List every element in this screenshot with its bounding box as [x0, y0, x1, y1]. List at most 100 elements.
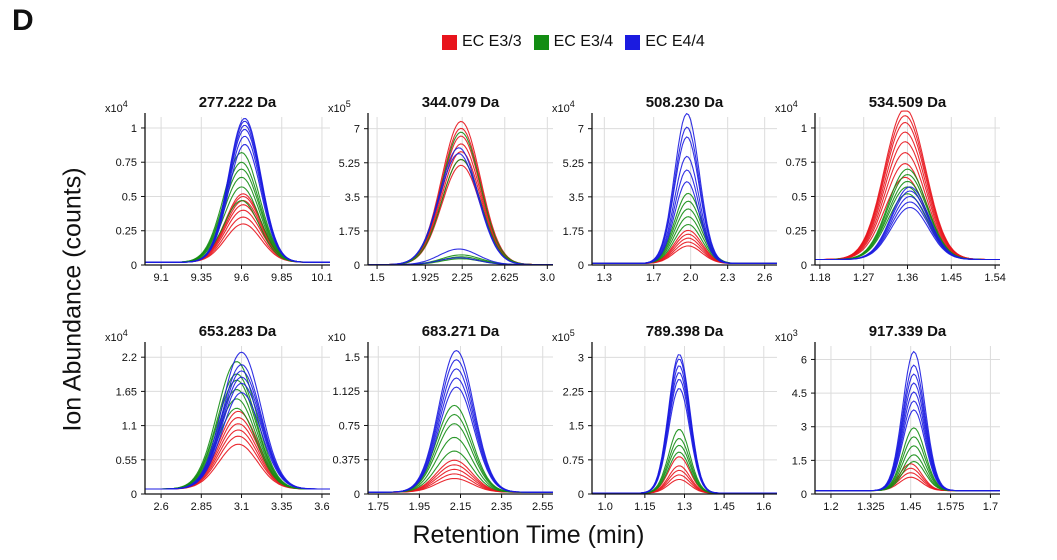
y-tick-label: 5.25: [563, 158, 584, 170]
chart-title: 508.230 Da: [646, 94, 724, 111]
chromatogram-trace: [815, 445, 1000, 492]
x-tick-label: 2.55: [532, 501, 553, 513]
x-tick-label: 1.0: [598, 501, 613, 513]
legend-label-e44: EC E4/4: [645, 33, 705, 50]
chromatogram-trace: [815, 364, 1000, 492]
y-tick-label: 3.5: [569, 192, 584, 204]
y-tick-label: 1: [131, 123, 137, 135]
x-tick-label: 3.1: [234, 501, 249, 513]
chromatogram-trace: [592, 216, 777, 264]
chromatogram-trace: [815, 409, 1000, 492]
y-tick-label: 0: [131, 489, 137, 501]
chart-title: 653.283 Da: [199, 323, 277, 340]
y-tick-label: 2.2: [122, 352, 137, 364]
x-tick-label: 1.7: [646, 272, 661, 284]
chromatogram-trace: [592, 208, 777, 264]
x-tick-label: 3.0: [540, 272, 555, 284]
y-multiplier-label: x10: [328, 332, 346, 344]
y-tick-label: 0: [354, 260, 360, 272]
chromatogram-trace: [145, 410, 330, 490]
y-tick-label: 0: [131, 260, 137, 272]
chromatogram-trace: [815, 472, 1000, 492]
chromatogram-trace: [145, 364, 330, 490]
y-tick-label: 1.5: [345, 352, 360, 364]
legend-label-e33: EC E3/3: [462, 33, 522, 50]
y-tick-label: 0.55: [116, 455, 137, 467]
chromatogram-trace: [145, 118, 330, 263]
chromatogram-trace: [368, 147, 553, 266]
chromatogram-trace: [145, 168, 330, 263]
y-tick-label: 3.5: [345, 192, 360, 204]
y-tick-label: 0: [801, 489, 807, 501]
x-tick-label: 1.7: [983, 501, 998, 513]
x-tick-label: 2.15: [450, 501, 471, 513]
y-tick-label: 1.65: [116, 386, 137, 398]
chart-panel-2: 1.5 1.925 2.25 2.625 3.0 0 1.75 3.5 5.25 7 344.079…: [328, 94, 555, 284]
x-tick-label: 2.0: [683, 272, 698, 284]
y-tick-label: 1.1: [122, 421, 137, 433]
y-tick-label: 0: [801, 260, 807, 272]
chromatogram-trace: [592, 237, 777, 264]
x-tick-label: 9.6: [234, 272, 249, 284]
y-tick-label: 6: [801, 354, 807, 366]
chromatogram-trace: [145, 351, 330, 490]
x-tick-label: 2.3: [720, 272, 735, 284]
y-multiplier-label: x104: [775, 99, 798, 115]
chromatogram-trace: [145, 376, 330, 490]
x-tick-label: 1.27: [853, 272, 874, 284]
x-tick-label: 1.18: [809, 272, 830, 284]
chart-panel-6: 1.75 1.95 2.15 2.35 2.55 0 0.375 0.75 1.125 1.5 68…: [328, 323, 553, 513]
x-tick-label: 3.6: [314, 501, 329, 513]
chromatogram-trace: [368, 151, 553, 266]
legend-item-e33: EC E3/3: [442, 33, 522, 51]
chart-panel-3: 1.3 1.7 2.0 2.3 2.6 0 1.75 3.5 5.25 7 508.230 Da x1…: [552, 94, 777, 284]
chromatogram-trace: [815, 186, 1000, 261]
legend-item-e44: EC E4/4: [625, 33, 705, 51]
x-tick-label: 3.35: [271, 501, 292, 513]
y-tick-label: 4.5: [792, 388, 807, 400]
x-tick-label: 1.75: [368, 501, 389, 513]
legend-label-e34: EC E3/4: [553, 33, 614, 50]
chromatogram-trace: [145, 392, 330, 490]
chromatogram-trace: [145, 223, 330, 263]
panel-letter: D: [12, 4, 34, 37]
x-tick-label: 2.6: [757, 272, 772, 284]
x-tick-label: 1.45: [713, 501, 734, 513]
y-tick-label: 0: [578, 489, 584, 501]
y-tick-label: 1: [801, 123, 807, 135]
chart-title: 344.079 Da: [422, 94, 500, 111]
chart-panel-1: 9.1 9.35 9.6 9.85 10.1 0 0.25 0.5 0.75 1 277.222 D…: [105, 94, 333, 284]
x-tick-label: 1.45: [941, 272, 962, 284]
chromatogram-trace: [145, 124, 330, 263]
chromatogram-trace: [368, 120, 553, 266]
x-tick-label: 9.85: [271, 272, 292, 284]
chromatogram-trace: [815, 391, 1000, 492]
x-tick-label: 1.325: [857, 501, 885, 513]
chromatogram-trace: [145, 186, 330, 263]
y-multiplier-label: x105: [328, 99, 351, 115]
legend-swatch-e34: [533, 34, 549, 50]
y-tick-label: 0.25: [786, 226, 807, 238]
chromatogram-trace: [592, 354, 777, 494]
x-tick-label: 2.35: [491, 501, 512, 513]
x-tick-label: 1.2: [823, 501, 838, 513]
x-tick-label: 9.1: [153, 272, 168, 284]
x-tick-label: 1.6: [756, 501, 771, 513]
chromatogram-trace: [145, 423, 330, 490]
chromatogram-trace: [145, 443, 330, 490]
chromatogram-trace: [592, 245, 777, 264]
chart-panel-8: 1.2 1.325 1.45 1.575 1.7 0 1.5 3 4.5 6 917.339 Da x…: [775, 323, 1000, 513]
chromatogram-trace: [145, 216, 330, 263]
x-tick-label: 1.45: [900, 501, 921, 513]
x-tick-label: 1.15: [634, 501, 655, 513]
y-tick-label: 5.25: [339, 158, 360, 170]
chromatogram-trace: [368, 143, 553, 266]
chromatogram-trace: [145, 200, 330, 263]
chromatogram-trace: [145, 417, 330, 490]
legend-swatch-e33: [442, 34, 457, 50]
x-tick-label: 1.54: [984, 272, 1005, 284]
chromatogram-trace: [368, 153, 553, 266]
legend: EC E3/3 EC E3/4 EC E4/4: [442, 33, 705, 51]
